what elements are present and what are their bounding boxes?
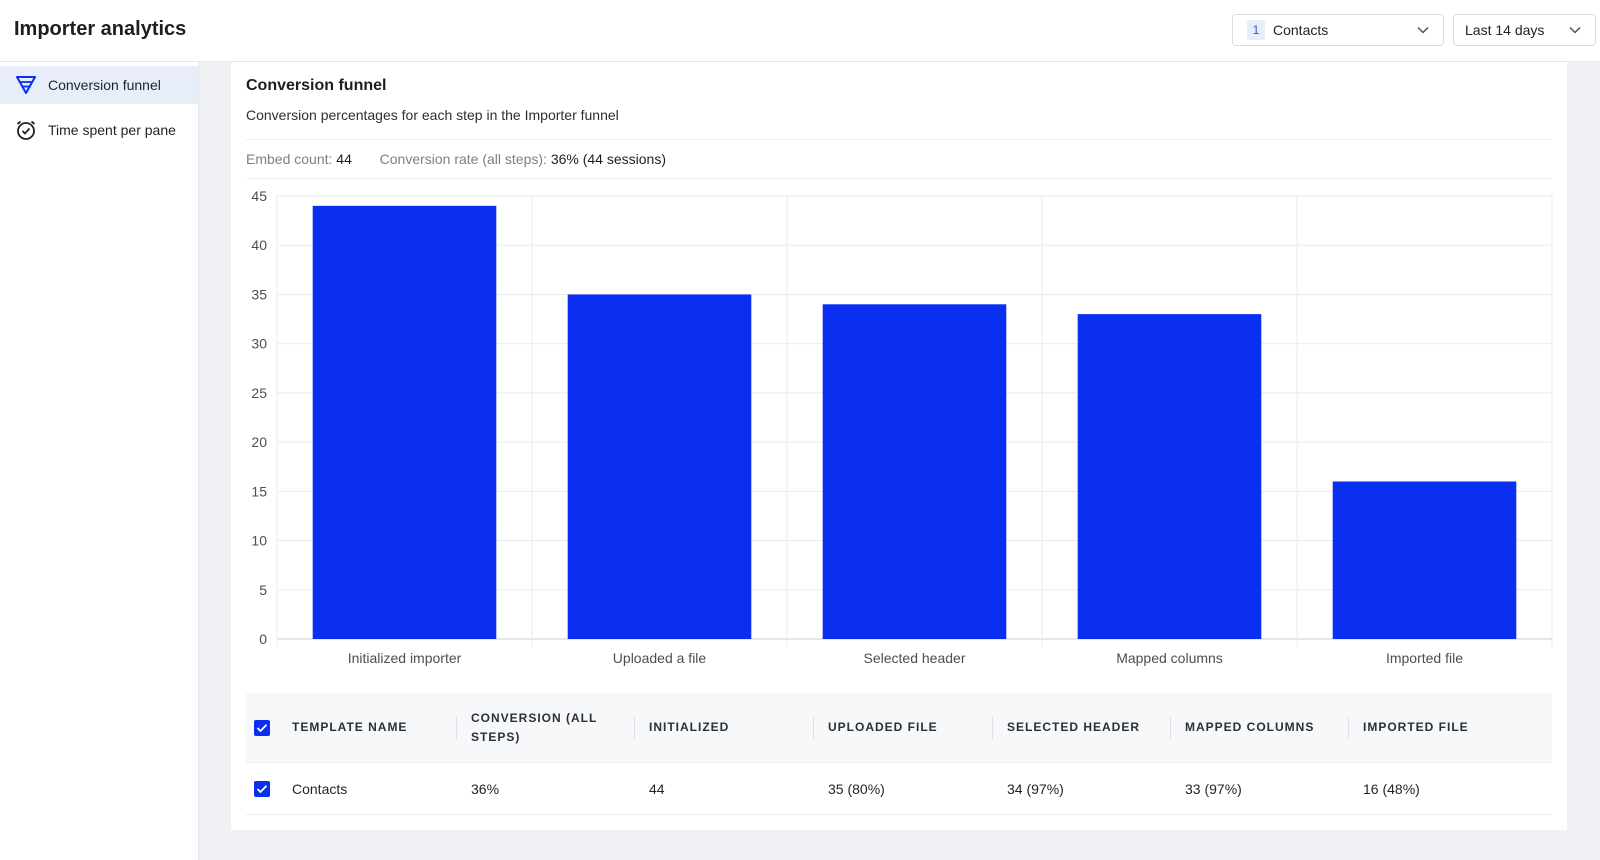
col-header-selected-header[interactable]: SELECTED HEADER (1007, 720, 1141, 734)
y-tick-label: 10 (251, 533, 267, 549)
cell-selected-header: 34 (97%) (1007, 780, 1064, 797)
x-tick-label: Uploaded a file (613, 650, 707, 666)
bar (1332, 481, 1517, 639)
template-select[interactable]: 1 Contacts (1232, 14, 1444, 46)
embed-count-value: 44 (336, 151, 352, 167)
sidebar: Conversion funnel Time spent per pane (0, 62, 199, 860)
funnel-table: TEMPLATE NAME CONVERSION (ALL STEPS) INI… (246, 693, 1552, 815)
conversion-funnel-chart: 0 5 10 15 20 25 30 35 40 45 Initialized importer Up… (251, 188, 1553, 666)
y-tick-label: 45 (251, 188, 267, 204)
y-tick-label: 0 (259, 631, 267, 647)
checkbox-checked-icon (254, 780, 270, 797)
y-tick-label: 5 (259, 582, 267, 598)
panel-subtitle: Conversion percentages for each step in … (246, 107, 619, 123)
y-tick-label: 30 (251, 336, 267, 352)
table-header-row: TEMPLATE NAME CONVERSION (ALL STEPS) INI… (246, 693, 1552, 763)
top-header: Importer analytics 1 Contacts Last 14 da… (0, 0, 1600, 62)
table-row: Contacts 36% 44 35 (80%) 34 (97%) 33 (97… (246, 763, 1552, 815)
divider (246, 178, 1552, 179)
checkbox-checked-icon (254, 719, 270, 736)
template-select-label: Contacts (1273, 22, 1329, 38)
col-header-conversion[interactable]: CONVERSION (ALL STEPS) (471, 710, 598, 744)
select-all-checkbox[interactable] (254, 693, 270, 762)
sidebar-item-label: Conversion funnel (48, 77, 161, 93)
y-tick-label: 20 (251, 434, 267, 450)
cell-initialized: 44 (649, 780, 665, 797)
panel-title: Conversion funnel (246, 77, 387, 94)
cell-template-name: Contacts (292, 780, 348, 797)
x-tick-label: Mapped columns (1116, 650, 1223, 666)
embed-count-label: Embed count: (246, 151, 333, 167)
chevron-down-icon (1417, 26, 1429, 34)
col-header-mapped-columns[interactable]: MAPPED COLUMNS (1185, 720, 1315, 734)
cell-imported-file: 16 (48%) (1363, 780, 1420, 797)
conversion-rate-label: Conversion rate (all steps): (379, 151, 547, 167)
col-header-uploaded-file[interactable]: UPLOADED FILE (828, 720, 938, 734)
y-tick-label: 40 (251, 237, 267, 253)
x-tick-label: Initialized importer (348, 650, 462, 666)
conversion-funnel-panel: Conversion funnel Conversion percentages… (231, 62, 1567, 830)
bar (1077, 314, 1262, 639)
cell-conversion: 36% (471, 780, 500, 797)
date-range-select[interactable]: Last 14 days (1453, 14, 1596, 46)
x-tick-label: Imported file (1386, 650, 1463, 666)
col-header-imported-file[interactable]: IMPORTED FILE (1363, 720, 1469, 734)
sidebar-item-time-spent[interactable]: Time spent per pane (0, 111, 198, 149)
template-count-badge: 1 (1247, 20, 1265, 40)
sidebar-item-label: Time spent per pane (48, 122, 176, 138)
alarm-clock-icon (16, 120, 36, 140)
y-tick-label: 15 (251, 483, 267, 499)
bar (822, 304, 1007, 639)
funnel-icon (16, 76, 36, 94)
x-tick-label: Selected header (864, 650, 966, 666)
page-title: Importer analytics (14, 18, 187, 40)
sidebar-item-conversion-funnel[interactable]: Conversion funnel (0, 66, 198, 104)
cell-mapped-columns: 33 (97%) (1185, 780, 1242, 797)
divider (246, 139, 1552, 140)
bar (567, 294, 752, 639)
conversion-rate-value: 36% (44 sessions) (550, 151, 666, 167)
row-checkbox[interactable] (254, 763, 270, 814)
chevron-down-icon (1569, 26, 1581, 34)
date-range-label: Last 14 days (1465, 22, 1545, 38)
bar (312, 205, 497, 639)
y-tick-label: 35 (251, 286, 267, 302)
stats-line: Embed count: 44 Conversion rate (all ste… (246, 151, 666, 167)
col-header-initialized[interactable]: INITIALIZED (649, 720, 730, 734)
y-tick-label: 25 (251, 385, 267, 401)
cell-uploaded-file: 35 (80%) (828, 780, 885, 797)
col-header-template-name[interactable]: TEMPLATE NAME (292, 720, 408, 734)
